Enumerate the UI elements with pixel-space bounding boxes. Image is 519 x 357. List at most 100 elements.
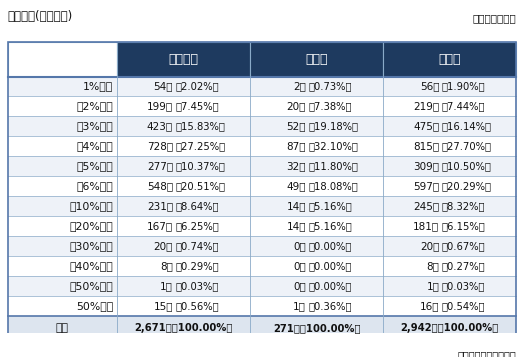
Text: 50%以上: 50%以上 [76,301,113,311]
Bar [8,156,516,176]
Text: 56社: 56社 [420,81,439,91]
Text: （11.80%）: （11.80%） [309,161,359,171]
Text: （6.15%）: （6.15%） [442,221,486,231]
Text: 8社: 8社 [160,261,173,271]
Text: 2,671社（100.00%）: 2,671社（100.00%） [134,323,233,333]
Text: 東京商エリサーチ調べ: 東京商エリサーチ調べ [458,350,516,357]
Text: 597社: 597社 [413,181,439,191]
Text: 全企業: 全企業 [439,52,461,66]
Text: 8社: 8社 [426,261,439,271]
Text: （0.74%）: （0.74%） [175,241,219,251]
Text: 167社: 167社 [147,221,173,231]
Text: 〜20%未満: 〜20%未満 [69,221,113,231]
Text: （10.50%）: （10.50%） [442,161,491,171]
Bar [8,256,516,276]
Text: （7.45%）: （7.45%） [175,101,219,111]
Text: （8.32%）: （8.32%） [442,201,485,211]
Bar [8,41,117,76]
Text: （20.29%）: （20.29%） [442,181,492,191]
Text: 20社: 20社 [420,241,439,251]
Text: 49社: 49社 [286,181,306,191]
Text: 〜5%未満: 〜5%未満 [76,161,113,171]
Bar [8,116,516,136]
Bar [8,41,516,340]
Text: 〜6%未満: 〜6%未満 [76,181,113,191]
Text: 54社: 54社 [154,81,173,91]
Text: （0.00%）: （0.00%） [309,261,352,271]
Bar [384,41,516,76]
Text: （27.70%）: （27.70%） [442,141,492,151]
Text: 〜2%未満: 〜2%未満 [76,101,113,111]
Text: （7.38%）: （7.38%） [309,101,352,111]
Text: 231社: 231社 [147,201,173,211]
Text: 〜30%未満: 〜30%未満 [69,241,113,251]
Text: 大企業: 大企業 [306,52,328,66]
Text: 32社: 32社 [286,161,306,171]
Text: （0.73%）: （0.73%） [309,81,352,91]
Bar [8,176,516,196]
Bar [8,316,516,340]
Text: 〜50%未満: 〜50%未満 [69,281,113,291]
Text: 20社: 20社 [154,241,173,251]
Text: 〜4%未満: 〜4%未満 [76,141,113,151]
Text: （6.25%）: （6.25%） [175,221,220,231]
Text: （0.67%）: （0.67%） [442,241,485,251]
Bar [8,236,516,256]
Text: 〜40%未満: 〜40%未満 [69,261,113,271]
Text: （7.44%）: （7.44%） [442,101,485,111]
Text: 245社: 245社 [413,201,439,211]
Text: （16.14%）: （16.14%） [442,121,492,131]
Bar [8,76,516,96]
Bar [8,216,516,236]
Text: （27.25%）: （27.25%） [175,141,226,151]
Text: （20.51%）: （20.51%） [175,181,226,191]
Bar [250,41,384,76]
Text: （10.37%）: （10.37%） [175,161,226,171]
Text: （0.36%）: （0.36%） [309,301,352,311]
Bar [8,276,516,296]
Text: （0.29%）: （0.29%） [175,261,219,271]
Text: （8.64%）: （8.64%） [175,201,219,211]
Text: 2,942社（100.00%）: 2,942社（100.00%） [401,323,499,333]
Bar [117,41,250,76]
Text: 277社: 277社 [147,161,173,171]
Text: （0.56%）: （0.56%） [175,301,219,311]
Text: 475社: 475社 [413,121,439,131]
Text: 1%未満: 1%未満 [83,81,113,91]
Text: 〜3%未満: 〜3%未満 [76,121,113,131]
Text: （1.90%）: （1.90%） [442,81,485,91]
Bar [8,296,516,316]
Text: 0社: 0社 [293,261,306,271]
Text: 815社: 815社 [413,141,439,151]
Text: 賃上げ率(前年度比): 賃上げ率(前年度比) [8,10,73,23]
Text: 15社: 15社 [154,301,173,311]
Text: 548社: 548社 [147,181,173,191]
Text: 16社: 16社 [420,301,439,311]
Text: （15.83%）: （15.83%） [175,121,226,131]
Text: 199社: 199社 [147,101,173,111]
Text: 20社: 20社 [287,101,306,111]
Text: （19.18%）: （19.18%） [309,121,359,131]
Text: 14社: 14社 [286,201,306,211]
Text: 1社: 1社 [426,281,439,291]
Text: 1社: 1社 [293,301,306,311]
Text: 0社: 0社 [293,241,306,251]
Text: （0.03%）: （0.03%） [175,281,219,291]
Text: 728社: 728社 [147,141,173,151]
Text: 309社: 309社 [413,161,439,171]
Text: 〜10%未満: 〜10%未満 [69,201,113,211]
Text: 中小企業: 中小企業 [169,52,199,66]
Text: 52社: 52社 [286,121,306,131]
Text: 423社: 423社 [147,121,173,131]
Text: 1社: 1社 [160,281,173,291]
Text: 181社: 181社 [413,221,439,231]
Text: （）内は構成比: （）内は構成比 [473,13,516,23]
Text: 14社: 14社 [286,221,306,231]
Text: 219社: 219社 [413,101,439,111]
Text: （2.02%）: （2.02%） [175,81,219,91]
Text: 合計: 合計 [56,323,69,333]
Bar [8,96,516,116]
Text: （0.03%）: （0.03%） [442,281,485,291]
Text: （0.27%）: （0.27%） [442,261,485,271]
Text: （0.00%）: （0.00%） [309,281,352,291]
